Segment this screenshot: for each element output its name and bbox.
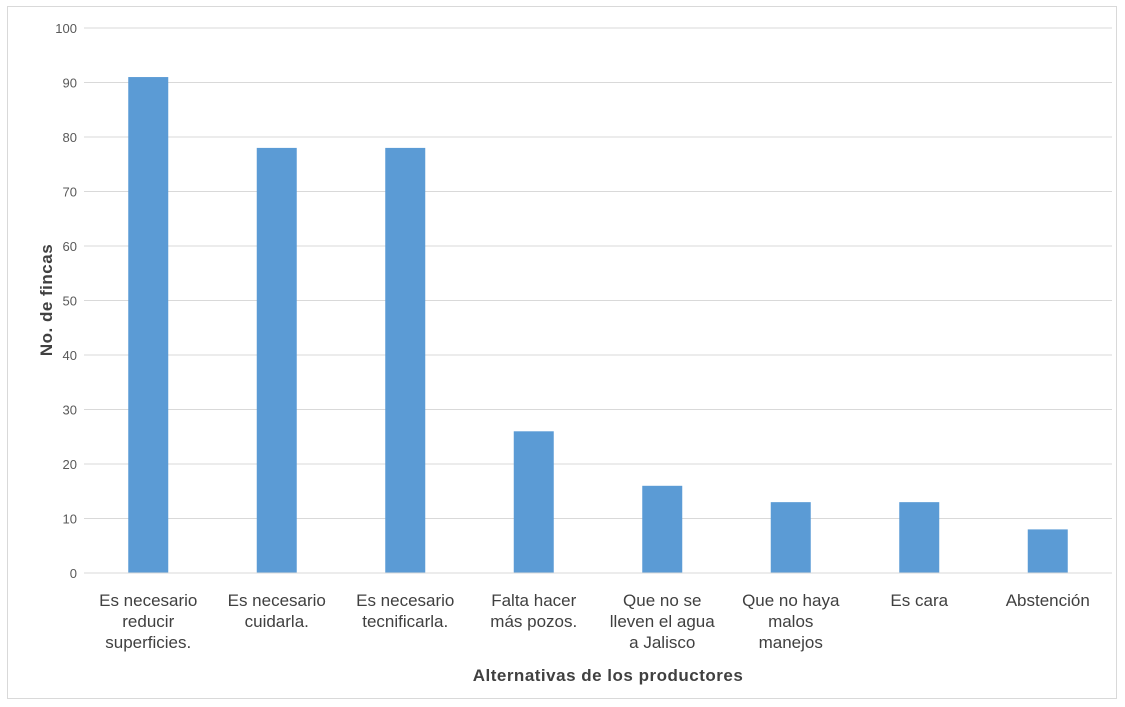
x-category-label-line: a Jalisco	[629, 633, 695, 652]
y-tick-label: 40	[63, 348, 77, 363]
x-axis-title: Alternativas de los productores	[473, 666, 744, 685]
y-tick-label: 20	[63, 457, 77, 472]
x-category-labels: Es necesario reducir superficies.Es necesa…	[99, 591, 1090, 652]
y-tick-label: 30	[63, 403, 77, 418]
x-category-label-line: Es necesario	[356, 591, 454, 610]
x-category-label-line: malos	[768, 612, 813, 631]
y-tick-label: 70	[63, 185, 77, 200]
x-category-label-line: manejos	[759, 633, 823, 652]
x-category-label-line: Falta hacer	[491, 591, 576, 610]
bar	[385, 147, 426, 573]
x-category-label-line: Que no haya	[742, 591, 840, 610]
bar	[899, 502, 940, 573]
y-tick-labels: 0 10 20 30 40 50 60 70 80 90 100	[55, 21, 77, 581]
x-category-label-line: Es necesario	[99, 591, 197, 610]
x-category-label-line: Que no se	[623, 591, 701, 610]
x-category-label: Es necesario reducir superficies.	[99, 591, 197, 652]
y-tick-label: 0	[70, 566, 77, 581]
x-category-label: Falta hacer más pozos.	[490, 591, 577, 631]
x-category-label: Que no haya malos manejos	[742, 591, 840, 652]
x-category-label: Abstención	[1006, 591, 1090, 610]
x-category-label-line: Abstención	[1006, 591, 1090, 610]
bar	[642, 485, 683, 573]
chart-frame	[7, 6, 1117, 699]
bar	[513, 431, 554, 573]
x-category-label-line: lleven el agua	[610, 612, 715, 631]
y-axis-title: No. de fincas	[37, 244, 56, 356]
x-category-label-line: tecnificarla.	[362, 612, 448, 631]
x-category-label: Es cara	[890, 591, 948, 610]
x-category-label-line: reducir	[122, 612, 174, 631]
bar	[256, 147, 297, 573]
x-category-label-line: Es necesario	[228, 591, 326, 610]
x-category-label-line: más pozos.	[490, 612, 577, 631]
y-tick-label: 50	[63, 294, 77, 309]
y-tick-label: 60	[63, 239, 77, 254]
x-category-label: Es necesario tecnificarla.	[356, 591, 454, 631]
x-category-label-line: cuidarla.	[245, 612, 309, 631]
gridlines	[84, 27, 1112, 519]
x-category-label: Que no se lleven el agua a Jalisco	[610, 591, 715, 652]
x-category-label-line: superficies.	[105, 633, 191, 652]
bar	[770, 502, 811, 573]
bar	[1027, 529, 1068, 573]
y-tick-label: 100	[55, 21, 77, 36]
bar	[128, 77, 169, 574]
bars	[128, 77, 1068, 574]
y-tick-label: 80	[63, 130, 77, 145]
y-tick-label: 90	[63, 76, 77, 91]
y-tick-label: 10	[63, 512, 77, 527]
x-category-label-line: Es cara	[890, 591, 948, 610]
x-category-label: Es necesario cuidarla.	[228, 591, 326, 631]
